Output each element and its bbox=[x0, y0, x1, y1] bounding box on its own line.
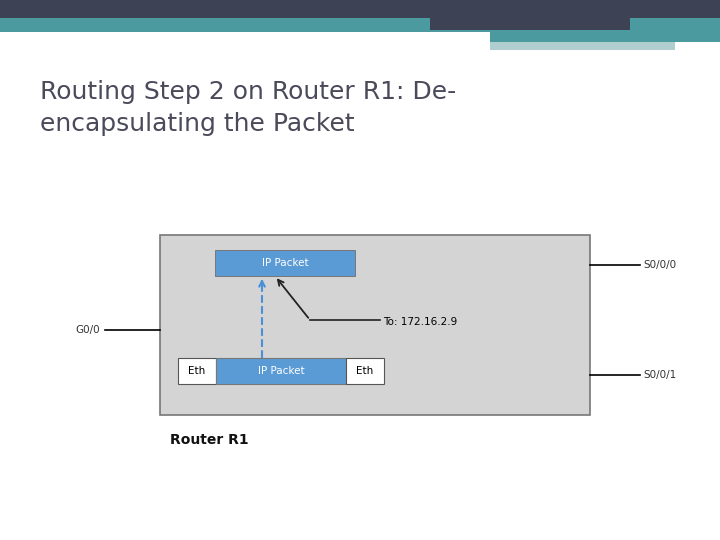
Text: IP Packet: IP Packet bbox=[258, 366, 305, 376]
Bar bbox=[215, 250, 355, 276]
Text: Eth: Eth bbox=[189, 366, 206, 376]
Text: To: 172.16.2.9: To: 172.16.2.9 bbox=[383, 317, 457, 327]
Text: IP Packet: IP Packet bbox=[261, 258, 308, 268]
Bar bbox=[430, 0, 630, 30]
Bar bbox=[0, 0, 720, 18]
Bar bbox=[346, 358, 384, 384]
Bar bbox=[178, 358, 216, 384]
Bar bbox=[0, 18, 720, 32]
Text: Routing Step 2 on Router R1: De-
encapsulating the Packet: Routing Step 2 on Router R1: De- encapsu… bbox=[40, 80, 456, 136]
Text: G0/0: G0/0 bbox=[76, 325, 100, 335]
Bar bbox=[490, 30, 720, 42]
Text: Router R1: Router R1 bbox=[170, 433, 248, 447]
Bar bbox=[216, 358, 346, 384]
Bar bbox=[160, 235, 590, 415]
Bar bbox=[490, 42, 675, 50]
Text: S0/0/1: S0/0/1 bbox=[643, 370, 676, 380]
Text: S0/0/0: S0/0/0 bbox=[643, 260, 676, 270]
Text: Eth: Eth bbox=[356, 366, 374, 376]
